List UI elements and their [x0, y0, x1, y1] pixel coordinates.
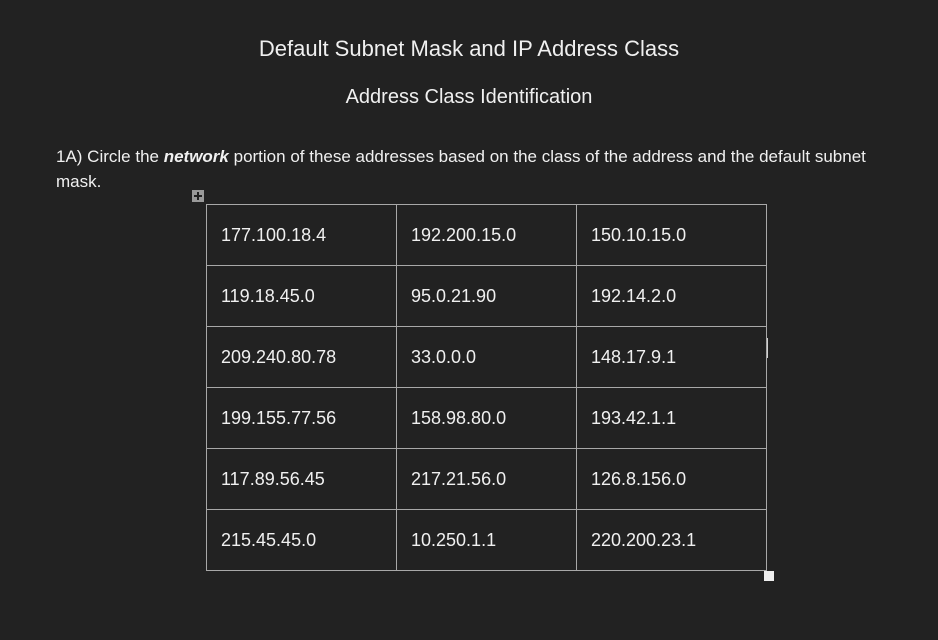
table-row: 209.240.80.78 33.0.0.0 148.17.9.1: [207, 327, 767, 388]
ip-cell: 126.8.156.0: [577, 449, 767, 510]
document-page: Default Subnet Mask and IP Address Class…: [0, 0, 938, 640]
move-anchor-icon[interactable]: [192, 190, 204, 202]
ip-cell: 192.14.2.0: [577, 266, 767, 327]
page-title: Default Subnet Mask and IP Address Class: [56, 36, 882, 62]
text-cursor-icon: [767, 338, 768, 358]
ip-cell: 217.21.56.0: [397, 449, 577, 510]
page-subtitle: Address Class Identification: [56, 86, 882, 109]
table-row: 215.45.45.0 10.250.1.1 220.200.23.1: [207, 510, 767, 571]
ip-cell: 95.0.21.90: [397, 266, 577, 327]
ip-cell: 119.18.45.0: [207, 266, 397, 327]
ip-cell: 158.98.80.0: [397, 388, 577, 449]
table-container: 177.100.18.4 192.200.15.0 150.10.15.0 11…: [206, 204, 766, 571]
table-row: 177.100.18.4 192.200.15.0 150.10.15.0: [207, 205, 767, 266]
ip-cell: 199.155.77.56: [207, 388, 397, 449]
instruction-prefix: 1A) Circle the: [56, 147, 164, 166]
ip-cell: 33.0.0.0: [397, 327, 577, 388]
ip-cell: 192.200.15.0: [397, 205, 577, 266]
table-row: 119.18.45.0 95.0.21.90 192.14.2.0: [207, 266, 767, 327]
ip-cell: 177.100.18.4: [207, 205, 397, 266]
instruction-text: 1A) Circle the network portion of these …: [56, 145, 882, 194]
table-row: 199.155.77.56 158.98.80.0 193.42.1.1: [207, 388, 767, 449]
ip-cell: 117.89.56.45: [207, 449, 397, 510]
ip-cell: 220.200.23.1: [577, 510, 767, 571]
ip-cell: 10.250.1.1: [397, 510, 577, 571]
resize-handle-icon[interactable]: [764, 571, 774, 581]
table-row: 117.89.56.45 217.21.56.0 126.8.156.0: [207, 449, 767, 510]
ip-cell: 148.17.9.1: [577, 327, 767, 388]
ip-cell: 209.240.80.78: [207, 327, 397, 388]
ip-cell: 215.45.45.0: [207, 510, 397, 571]
instruction-emphasis: network: [164, 147, 229, 166]
ip-cell: 193.42.1.1: [577, 388, 767, 449]
ip-address-table: 177.100.18.4 192.200.15.0 150.10.15.0 11…: [206, 204, 767, 571]
ip-cell: 150.10.15.0: [577, 205, 767, 266]
